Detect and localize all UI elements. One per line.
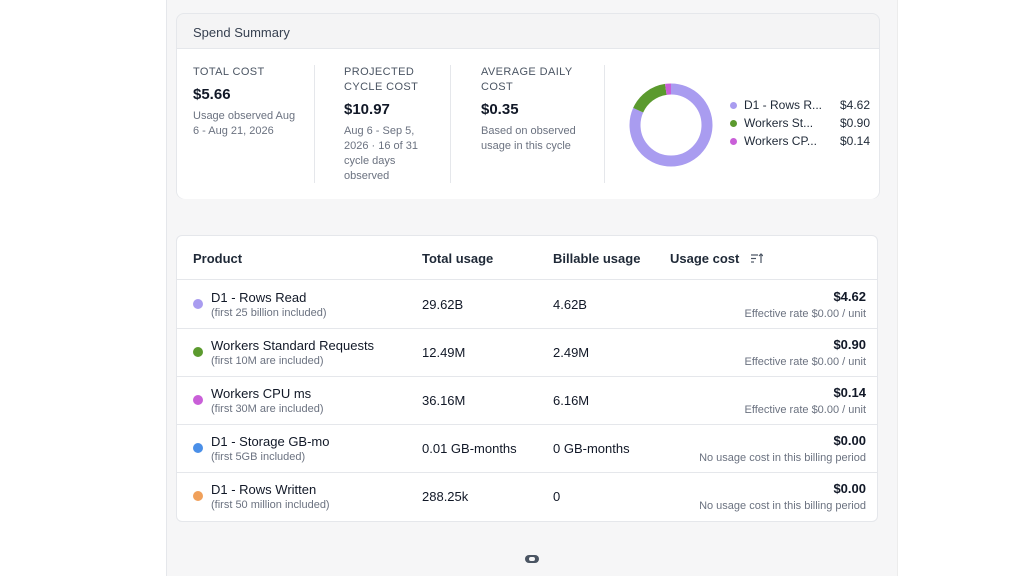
product-color-dot xyxy=(193,443,203,453)
legend-item-workers-cpu[interactable]: Workers CP... $0.14 xyxy=(730,133,870,151)
product-note: (first 25 billion included) xyxy=(211,307,327,319)
legend-dot xyxy=(730,102,737,109)
divider xyxy=(604,65,605,183)
legend-value: $0.90 xyxy=(839,116,870,130)
table-row[interactable]: D1 - Rows Read (first 25 billion include… xyxy=(177,280,877,329)
metric-label: AVERAGE DAILY COST xyxy=(481,66,573,93)
legend-value: $0.14 xyxy=(839,134,870,148)
metric-value: $5.66 xyxy=(193,86,231,103)
usage-cost-note: Effective rate $0.00 / unit xyxy=(744,308,866,320)
billable-usage-cell: 0 xyxy=(553,489,561,504)
product-note: (first 10M are included) xyxy=(211,355,324,367)
legend-value: $4.62 xyxy=(839,98,870,112)
sort-descending-icon[interactable] xyxy=(751,253,763,264)
table-row[interactable]: Workers Standard Requests (first 10M are… xyxy=(177,328,877,377)
metric-total-cost: TOTAL COST $5.66 Usage observed Aug 6 - … xyxy=(193,65,303,139)
donut-segment-2[interactable] xyxy=(629,83,713,167)
total-usage-cell: 288.25k xyxy=(422,489,469,504)
metric-value: $0.35 xyxy=(481,101,519,118)
metric-subtext: Based on observed usage in this cycle xyxy=(481,125,576,152)
column-header-billable-usage[interactable]: Billable usage xyxy=(553,251,641,266)
product-note: (first 30M are included) xyxy=(211,403,324,415)
product-color-dot xyxy=(193,299,203,309)
metric-subtext: Aug 6 - Sep 5, 2026 · 16 of 31 cycle day… xyxy=(344,125,419,182)
metric-subtext: Usage observed Aug 6 - Aug 21, 2026 xyxy=(193,110,296,137)
total-usage-cell: 29.62B xyxy=(422,297,464,312)
usage-cost-cell: $0.00 xyxy=(833,433,866,448)
spend-summary-title: Spend Summary xyxy=(193,25,290,40)
billing-panel: Spend Summary TOTAL COST $5.66 Usage obs… xyxy=(166,0,898,576)
metric-average-daily-cost: AVERAGE DAILY COST $0.35 Based on observ… xyxy=(481,65,593,154)
product-name: D1 - Storage GB-mo xyxy=(211,434,330,449)
legend-name: Workers CP... xyxy=(744,134,817,148)
product-name: D1 - Rows Read xyxy=(211,290,307,305)
usage-cost-cell: $0.14 xyxy=(833,385,866,400)
legend-name: Workers St... xyxy=(744,116,814,130)
usage-table: Product Total usage Billable usage Usage… xyxy=(176,235,878,522)
legend-dot xyxy=(730,138,737,145)
product-color-dot xyxy=(193,347,203,357)
total-usage-cell: 12.49M xyxy=(422,345,466,360)
donut-legend: D1 - Rows R... $4.62 Workers St... $0.90… xyxy=(730,97,870,151)
product-name: Workers Standard Requests xyxy=(211,338,375,353)
spend-summary-card: Spend Summary TOTAL COST $5.66 Usage obs… xyxy=(176,13,880,199)
spend-summary-body: TOTAL COST $5.66 Usage observed Aug 6 - … xyxy=(177,48,879,199)
total-usage-cell: 0.01 GB-months xyxy=(422,441,517,456)
table-row[interactable]: D1 - Storage GB-mo (first 5GB included) … xyxy=(177,424,877,473)
legend-item-workers-standard[interactable]: Workers St... $0.90 xyxy=(730,115,870,133)
usage-cost-note: Effective rate $0.00 / unit xyxy=(744,404,866,416)
legend-item-rows-read[interactable]: D1 - Rows R... $4.62 xyxy=(730,97,870,115)
table-row[interactable]: D1 - Rows Written (first 50 million incl… xyxy=(177,472,877,520)
product-color-dot xyxy=(193,395,203,405)
metric-label: PROJECTED CYCLE COST xyxy=(344,66,419,93)
total-usage-cell: 36.16M xyxy=(422,393,466,408)
billable-usage-cell: 4.62B xyxy=(553,297,587,312)
product-name: Workers CPU ms xyxy=(211,386,312,401)
divider xyxy=(450,65,451,183)
usage-cost-cell: $4.62 xyxy=(833,289,866,304)
product-color-dot xyxy=(193,491,203,501)
column-header-usage-cost-label: Usage cost xyxy=(670,251,740,266)
product-note: (first 5GB included) xyxy=(211,451,306,463)
metric-label: TOTAL COST xyxy=(193,66,265,78)
cost-breakdown-donut[interactable] xyxy=(629,83,713,167)
table-header: Product Total usage Billable usage Usage… xyxy=(177,236,877,280)
divider xyxy=(314,65,315,183)
usage-cost-note: Effective rate $0.00 / unit xyxy=(744,356,866,368)
column-header-usage-cost[interactable]: Usage cost xyxy=(670,251,763,266)
usage-cost-cell: $0.00 xyxy=(833,481,866,496)
column-header-total-usage[interactable]: Total usage xyxy=(422,251,494,266)
billable-usage-cell: 0 GB-months xyxy=(553,441,630,456)
billable-usage-cell: 6.16M xyxy=(553,393,590,408)
usage-cost-note: No usage cost in this billing period xyxy=(699,452,866,464)
legend-dot xyxy=(730,120,737,127)
billable-usage-cell: 2.49M xyxy=(553,345,590,360)
usage-cost-cell: $0.90 xyxy=(833,337,866,352)
metric-value: $10.97 xyxy=(344,101,390,118)
table-row[interactable]: Workers CPU ms (first 30M are included) … xyxy=(177,376,877,425)
resize-handle-icon[interactable] xyxy=(525,555,539,563)
metric-projected-cycle-cost: PROJECTED CYCLE COST $10.97 Aug 6 - Sep … xyxy=(344,65,428,184)
legend-name: D1 - Rows R... xyxy=(744,98,823,112)
product-note: (first 50 million included) xyxy=(211,499,330,511)
column-header-product[interactable]: Product xyxy=(193,251,243,266)
usage-cost-note: No usage cost in this billing period xyxy=(699,500,866,512)
product-name: D1 - Rows Written xyxy=(211,482,317,497)
